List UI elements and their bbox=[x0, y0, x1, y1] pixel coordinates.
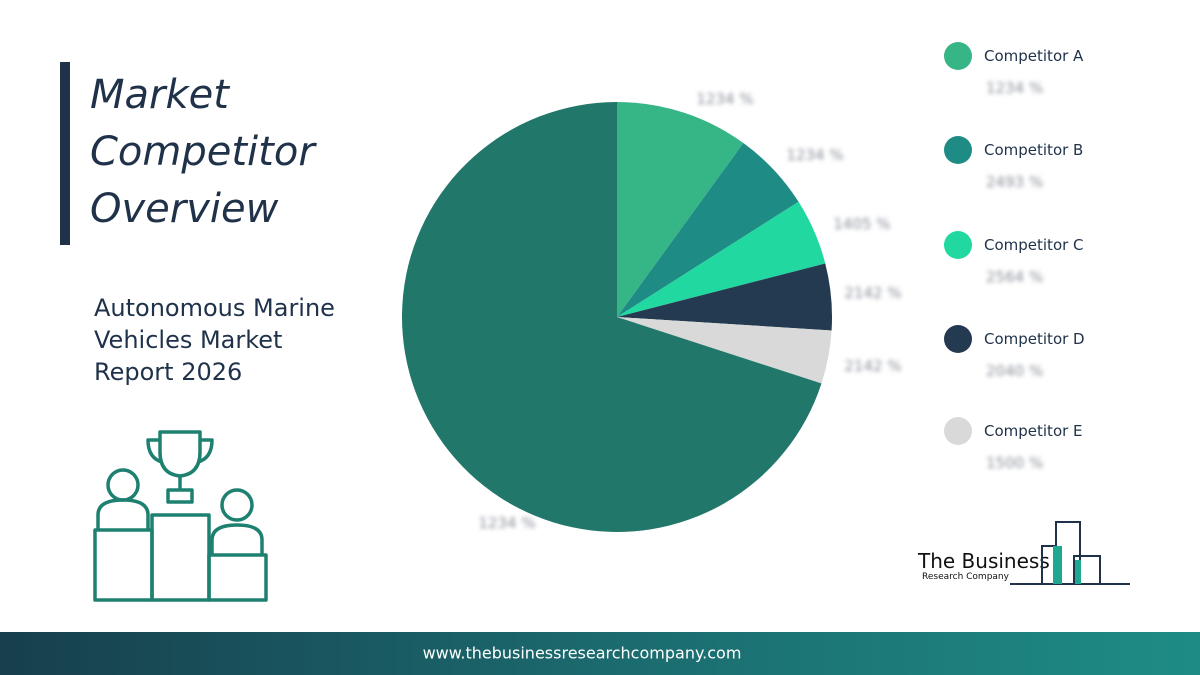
logo-text: The Business bbox=[917, 549, 1050, 573]
legend-swatch bbox=[944, 42, 972, 70]
legend-label: Competitor A bbox=[984, 47, 1084, 65]
slice-label: 1234 % bbox=[696, 90, 753, 108]
legend-sublabel: 2040 % bbox=[986, 362, 1043, 380]
legend-swatch bbox=[944, 325, 972, 353]
pie-slice bbox=[617, 102, 744, 317]
slice-label: 1234 % bbox=[478, 514, 535, 532]
subtitle: Report 2026 bbox=[94, 358, 242, 386]
slice-label: 1234 % bbox=[786, 146, 843, 164]
legend-sublabel: 1234 % bbox=[986, 79, 1043, 97]
legend-label: Competitor E bbox=[984, 422, 1083, 440]
legend-swatch bbox=[944, 136, 972, 164]
logo-text: Research Company bbox=[922, 572, 1010, 582]
logo: The Business Research Company bbox=[917, 521, 1130, 585]
legend-label: Competitor D bbox=[984, 330, 1085, 348]
title-bar bbox=[60, 62, 70, 245]
trophy-icon bbox=[93, 430, 268, 602]
footer bbox=[0, 632, 1200, 675]
legend-label: Competitor B bbox=[984, 141, 1083, 159]
pie-slice bbox=[617, 263, 832, 331]
legend-sublabel: 1500 % bbox=[986, 454, 1043, 472]
pie-slice bbox=[617, 201, 826, 317]
chart-title: Overview bbox=[90, 186, 279, 232]
pie-slice bbox=[617, 143, 799, 317]
legend-swatch bbox=[944, 231, 972, 259]
footer-url: www.thebusinessresearchcompany.com bbox=[423, 644, 742, 663]
slice-label: 2142 % bbox=[844, 357, 901, 375]
pie-slice bbox=[402, 102, 822, 532]
slice-label: 1405 % bbox=[833, 215, 890, 233]
legend-label: Competitor C bbox=[984, 236, 1084, 254]
legend-swatch bbox=[944, 417, 972, 445]
slice-label: 2142 % bbox=[844, 284, 901, 302]
pie-slice bbox=[617, 317, 832, 384]
subtitle: Autonomous Marine bbox=[94, 294, 335, 322]
subtitle: Vehicles Market bbox=[94, 326, 282, 354]
chart-title: Competitor bbox=[90, 129, 317, 175]
legend-sublabel: 2564 % bbox=[986, 268, 1043, 286]
legend-sublabel: 2493 % bbox=[986, 173, 1043, 191]
chart-title: Market bbox=[90, 72, 230, 118]
